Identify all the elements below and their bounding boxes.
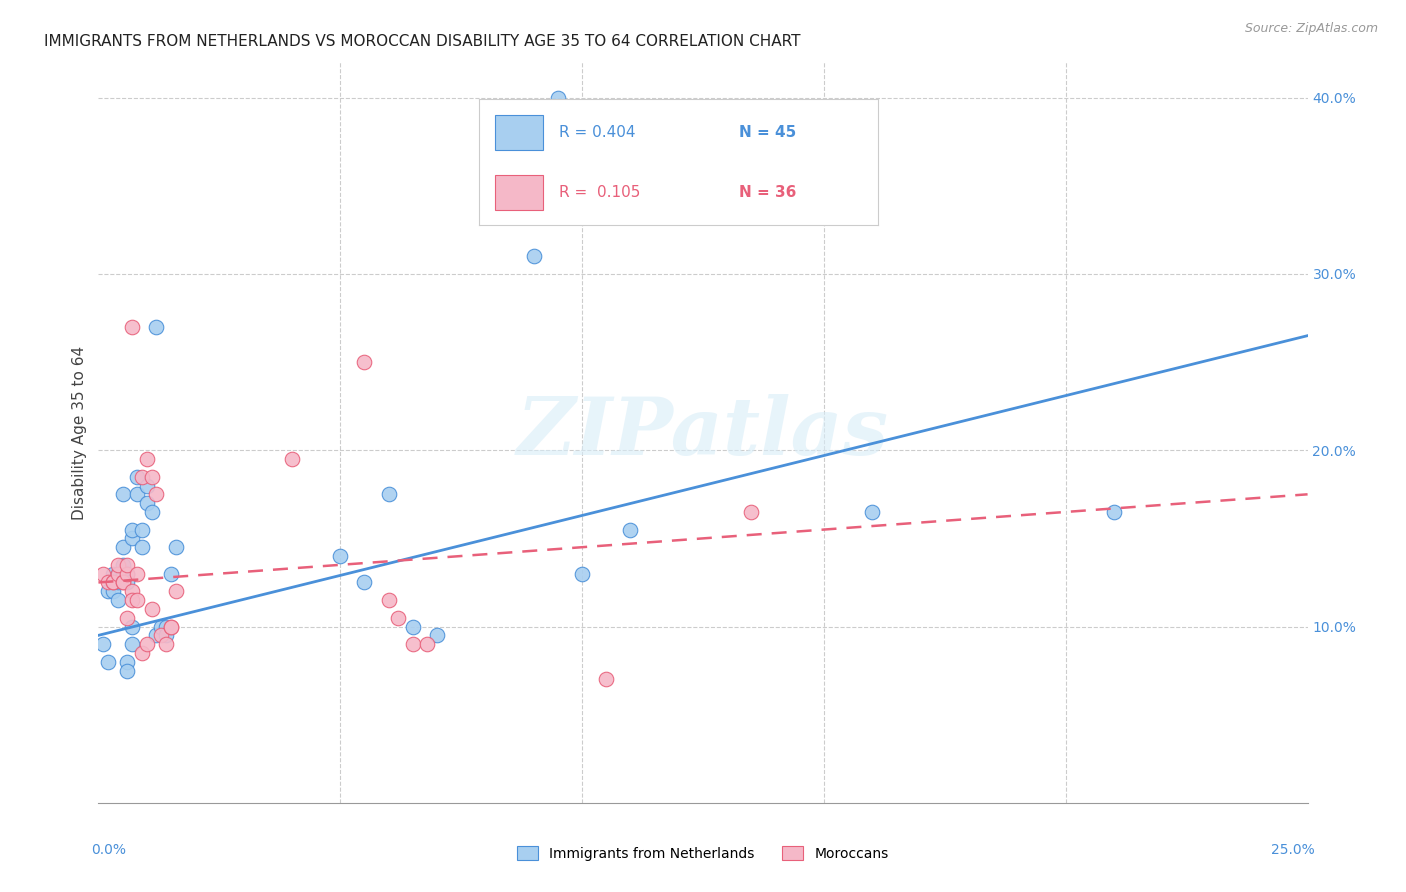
Point (150, 628, 173, 642)
Point (111, 487, 134, 501)
Text: 0.0%: 0.0% (91, 843, 127, 857)
Point (101, 575, 124, 590)
Point (107, 593, 129, 607)
Point (155, 628, 177, 642)
Point (97, 655, 120, 669)
Point (135, 496, 157, 510)
Point (281, 452, 304, 467)
Point (160, 619, 183, 633)
Point (145, 628, 167, 642)
Point (101, 566, 124, 581)
Point (571, 566, 593, 581)
Point (416, 637, 439, 651)
Point (402, 619, 425, 633)
Point (131, 646, 153, 660)
Point (101, 575, 124, 590)
Point (107, 566, 129, 581)
Point (426, 628, 449, 642)
Point (91, 566, 114, 581)
Point (121, 637, 143, 651)
Point (111, 575, 134, 590)
Point (127, 566, 149, 581)
Point (101, 584, 124, 599)
Point (127, 593, 149, 607)
Point (111, 575, 134, 590)
Point (145, 319, 167, 334)
Y-axis label: Disability Age 35 to 64: Disability Age 35 to 64 (72, 345, 87, 520)
Point (117, 566, 139, 581)
Point (117, 610, 139, 624)
Point (377, 487, 399, 501)
Point (135, 452, 157, 467)
Point (145, 487, 167, 501)
Point (121, 584, 143, 599)
Point (595, 673, 617, 687)
Point (91, 637, 114, 651)
Point (121, 532, 143, 546)
Point (329, 549, 352, 563)
Point (135, 478, 157, 492)
Point (111, 566, 134, 581)
Point (111, 558, 134, 572)
Point (117, 575, 139, 590)
Point (107, 566, 129, 581)
Point (619, 523, 641, 537)
Point (107, 575, 129, 590)
Point (165, 540, 187, 554)
Point (402, 637, 425, 651)
Point (141, 469, 163, 483)
Point (97, 584, 120, 599)
Point (127, 469, 149, 483)
Point (160, 619, 183, 633)
Point (353, 575, 375, 590)
Point (117, 655, 139, 669)
Point (387, 610, 409, 624)
Point (523, 249, 546, 263)
Point (131, 523, 153, 537)
Point (97, 575, 120, 590)
Point (107, 558, 129, 572)
Point (135, 637, 157, 651)
Point (860, 505, 883, 519)
Point (1102, 505, 1125, 519)
Point (740, 505, 762, 519)
Point (547, 91, 569, 105)
Point (121, 593, 143, 607)
Point (127, 487, 149, 501)
Point (353, 355, 375, 369)
Point (155, 637, 177, 651)
Point (117, 664, 139, 678)
Point (141, 602, 163, 616)
Point (121, 319, 143, 334)
Text: 25.0%: 25.0% (1271, 843, 1315, 857)
Point (150, 619, 173, 633)
Text: Source: ZipAtlas.com: Source: ZipAtlas.com (1244, 22, 1378, 36)
Point (111, 540, 134, 554)
Point (131, 540, 153, 554)
Point (377, 593, 399, 607)
Legend: Immigrants from Netherlands, Moroccans: Immigrants from Netherlands, Moroccans (512, 840, 894, 866)
Point (155, 619, 177, 633)
Point (165, 584, 187, 599)
Point (121, 523, 143, 537)
Point (117, 566, 139, 581)
Point (121, 619, 143, 633)
Point (131, 469, 153, 483)
Point (160, 566, 183, 581)
Text: ZIPatlas: ZIPatlas (517, 394, 889, 471)
Text: IMMIGRANTS FROM NETHERLANDS VS MOROCCAN DISABILITY AGE 35 TO 64 CORRELATION CHAR: IMMIGRANTS FROM NETHERLANDS VS MOROCCAN … (44, 34, 800, 49)
Point (141, 505, 163, 519)
Point (117, 558, 139, 572)
